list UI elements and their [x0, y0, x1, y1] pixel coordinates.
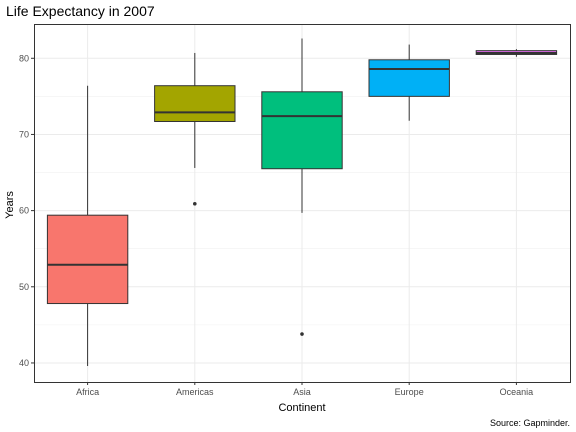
x-axis-label: Continent — [278, 402, 325, 414]
box-iqr — [261, 91, 343, 170]
y-tick-label: 40 — [19, 358, 29, 368]
box-africa — [46, 85, 129, 367]
box-asia — [261, 38, 343, 336]
boxes — [46, 38, 558, 367]
y-axis-label: Years — [4, 191, 16, 219]
y-tick-label: 70 — [19, 129, 29, 139]
box-iqr — [154, 85, 236, 122]
y-tick-label: 60 — [19, 206, 29, 216]
chart-title: Life Expectancy in 2007 — [6, 3, 155, 19]
box-americas — [154, 52, 236, 206]
box-iqr — [368, 59, 450, 97]
box-europe — [368, 44, 450, 121]
x-tick-label: Europe — [395, 387, 424, 397]
box-oceania — [475, 49, 558, 57]
y-tick-label: 80 — [19, 53, 29, 63]
y-tick-label: 50 — [19, 282, 29, 292]
box-iqr — [46, 214, 129, 305]
x-tick-label: Africa — [76, 387, 99, 397]
x-axis-ticks: Africa Americas Asia Europe Oceania — [76, 382, 533, 397]
outlier-point — [193, 201, 197, 206]
x-tick-label: Americas — [176, 387, 214, 397]
x-tick-label: Oceania — [500, 387, 534, 397]
chart-caption: Source: Gapminder. — [490, 418, 570, 428]
x-tick-label: Asia — [293, 387, 311, 397]
y-axis-ticks: 40 50 60 70 80 — [19, 53, 34, 368]
outlier-point — [300, 332, 304, 336]
